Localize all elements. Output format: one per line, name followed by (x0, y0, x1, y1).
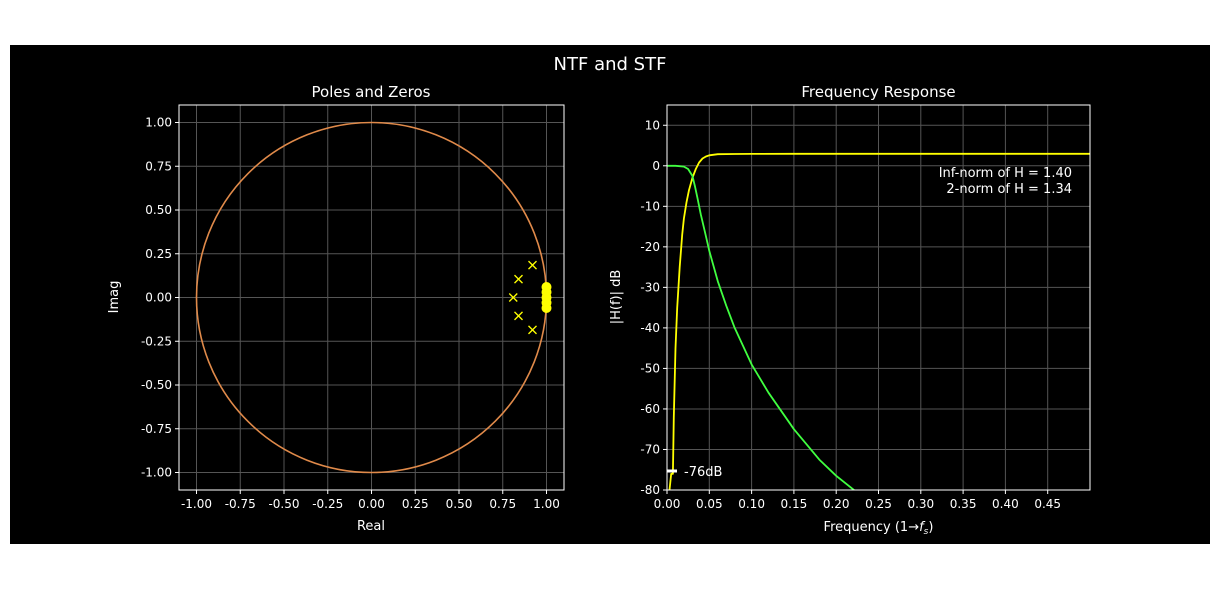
right-x-tick-label: 0.20 (823, 497, 850, 511)
left-x-tick-label: 0.75 (489, 497, 516, 511)
pole-marker-stroke (528, 260, 537, 270)
left-y-tick-label: 0.00 (145, 291, 172, 305)
left-x-tick-label: -0.25 (312, 497, 343, 511)
right-y-axis-label: |H(f)| dB (609, 270, 624, 325)
right-x-tick-label: 0.00 (654, 497, 681, 511)
right-x-tick-label: 0.15 (781, 497, 808, 511)
right-y-tick-label: 0 (652, 159, 660, 173)
right-x-tick-label: 0.05 (696, 497, 723, 511)
pole-marker (528, 260, 537, 270)
right-x-tick-label: 0.30 (907, 497, 934, 511)
two-norm-annotation: 2-norm of H = 1.34 (946, 182, 1072, 197)
right-plot-title: Frequency Response (801, 83, 955, 101)
left-axes-frame (178, 104, 565, 491)
pole-marker-stroke (508, 293, 518, 302)
right-y-tick-label: -80 (640, 483, 660, 497)
right-axes-frame (666, 104, 1091, 491)
right-y-tick-label: -50 (640, 361, 660, 375)
right-y-tick-label: -10 (640, 199, 660, 213)
right-x-tick-label: 0.40 (992, 497, 1019, 511)
right-y-tick-label: -30 (640, 280, 660, 294)
left-y-tick-label: 0.75 (145, 159, 172, 173)
right-y-tick-label: -70 (640, 442, 660, 456)
pole-marker-stroke (528, 325, 537, 335)
pole-marker-stroke (514, 311, 523, 321)
pole-marker (508, 293, 518, 302)
left-y-tick-label: -0.75 (141, 422, 172, 436)
ntf-curve (667, 164, 856, 490)
right-x-tick-label: 0.35 (950, 497, 977, 511)
left-y-tick-label: -0.50 (141, 378, 172, 392)
right-x-tick-label: 0.25 (865, 497, 892, 511)
right-marks (667, 152, 1090, 490)
left-x-tick-label: -0.75 (225, 497, 256, 511)
left-x-tick-label: 0.50 (446, 497, 473, 511)
left-y-tick-label: 0.50 (145, 203, 172, 217)
left-x-tick-label: 1.00 (533, 497, 560, 511)
right-y-tick-label: -20 (640, 240, 660, 254)
left-y-tick-label: -1.00 (141, 466, 172, 480)
left-x-axis-label: Real (357, 519, 385, 534)
figure-background (10, 45, 1210, 544)
pole-marker (528, 325, 537, 335)
right-y-tick-label: 10 (645, 118, 660, 132)
zero-marker (541, 303, 552, 313)
right-y-tick-label: -60 (640, 402, 660, 416)
inf-norm-annotation: Inf-norm of H = 1.40 (939, 166, 1072, 181)
pole-zero-plot: Poles and Zeros Real Imag -1.00 -0.75 -0.5… (107, 83, 565, 534)
left-x-tick-label: -0.50 (268, 497, 299, 511)
left-x-tick-label: 0.00 (358, 497, 385, 511)
frequency-response-plot: Frequency Response Frequency (1→fs) |H(f… (609, 83, 1091, 537)
marker-76db-label: -76dB (684, 465, 722, 480)
right-y-tick-label: -40 (640, 321, 660, 335)
left-y-tick-label: -0.25 (141, 334, 172, 348)
pole-marker (514, 311, 523, 321)
left-y-tick-label: 0.25 (145, 247, 172, 261)
left-ticks: -1.00 -0.75 -0.50 -0.25 0.00 0.25 0.50 0.75 1.00… (141, 116, 560, 512)
left-y-axis-label: Imag (107, 281, 122, 314)
left-plot-title: Poles and Zeros (312, 83, 431, 101)
right-x-tick-label: 0.10 (738, 497, 765, 511)
stf-curve (668, 152, 1090, 490)
right-ticks: 0.00 0.05 0.10 0.15 0.20 0.25 0.30 0.35 0.40 0.45… (640, 118, 1061, 511)
right-x-tick-label: 0.45 (1034, 497, 1061, 511)
right-x-axis-label: Frequency (1→fs) (824, 520, 934, 537)
left-x-tick-label: 0.25 (402, 497, 429, 511)
left-x-tick-label: -1.00 (181, 497, 212, 511)
pole-marker (514, 274, 523, 284)
left-y-tick-label: 1.00 (145, 116, 172, 130)
left-marks (195, 121, 552, 474)
figure-title: NTF and STF (554, 54, 667, 75)
pole-marker-stroke (514, 274, 523, 284)
